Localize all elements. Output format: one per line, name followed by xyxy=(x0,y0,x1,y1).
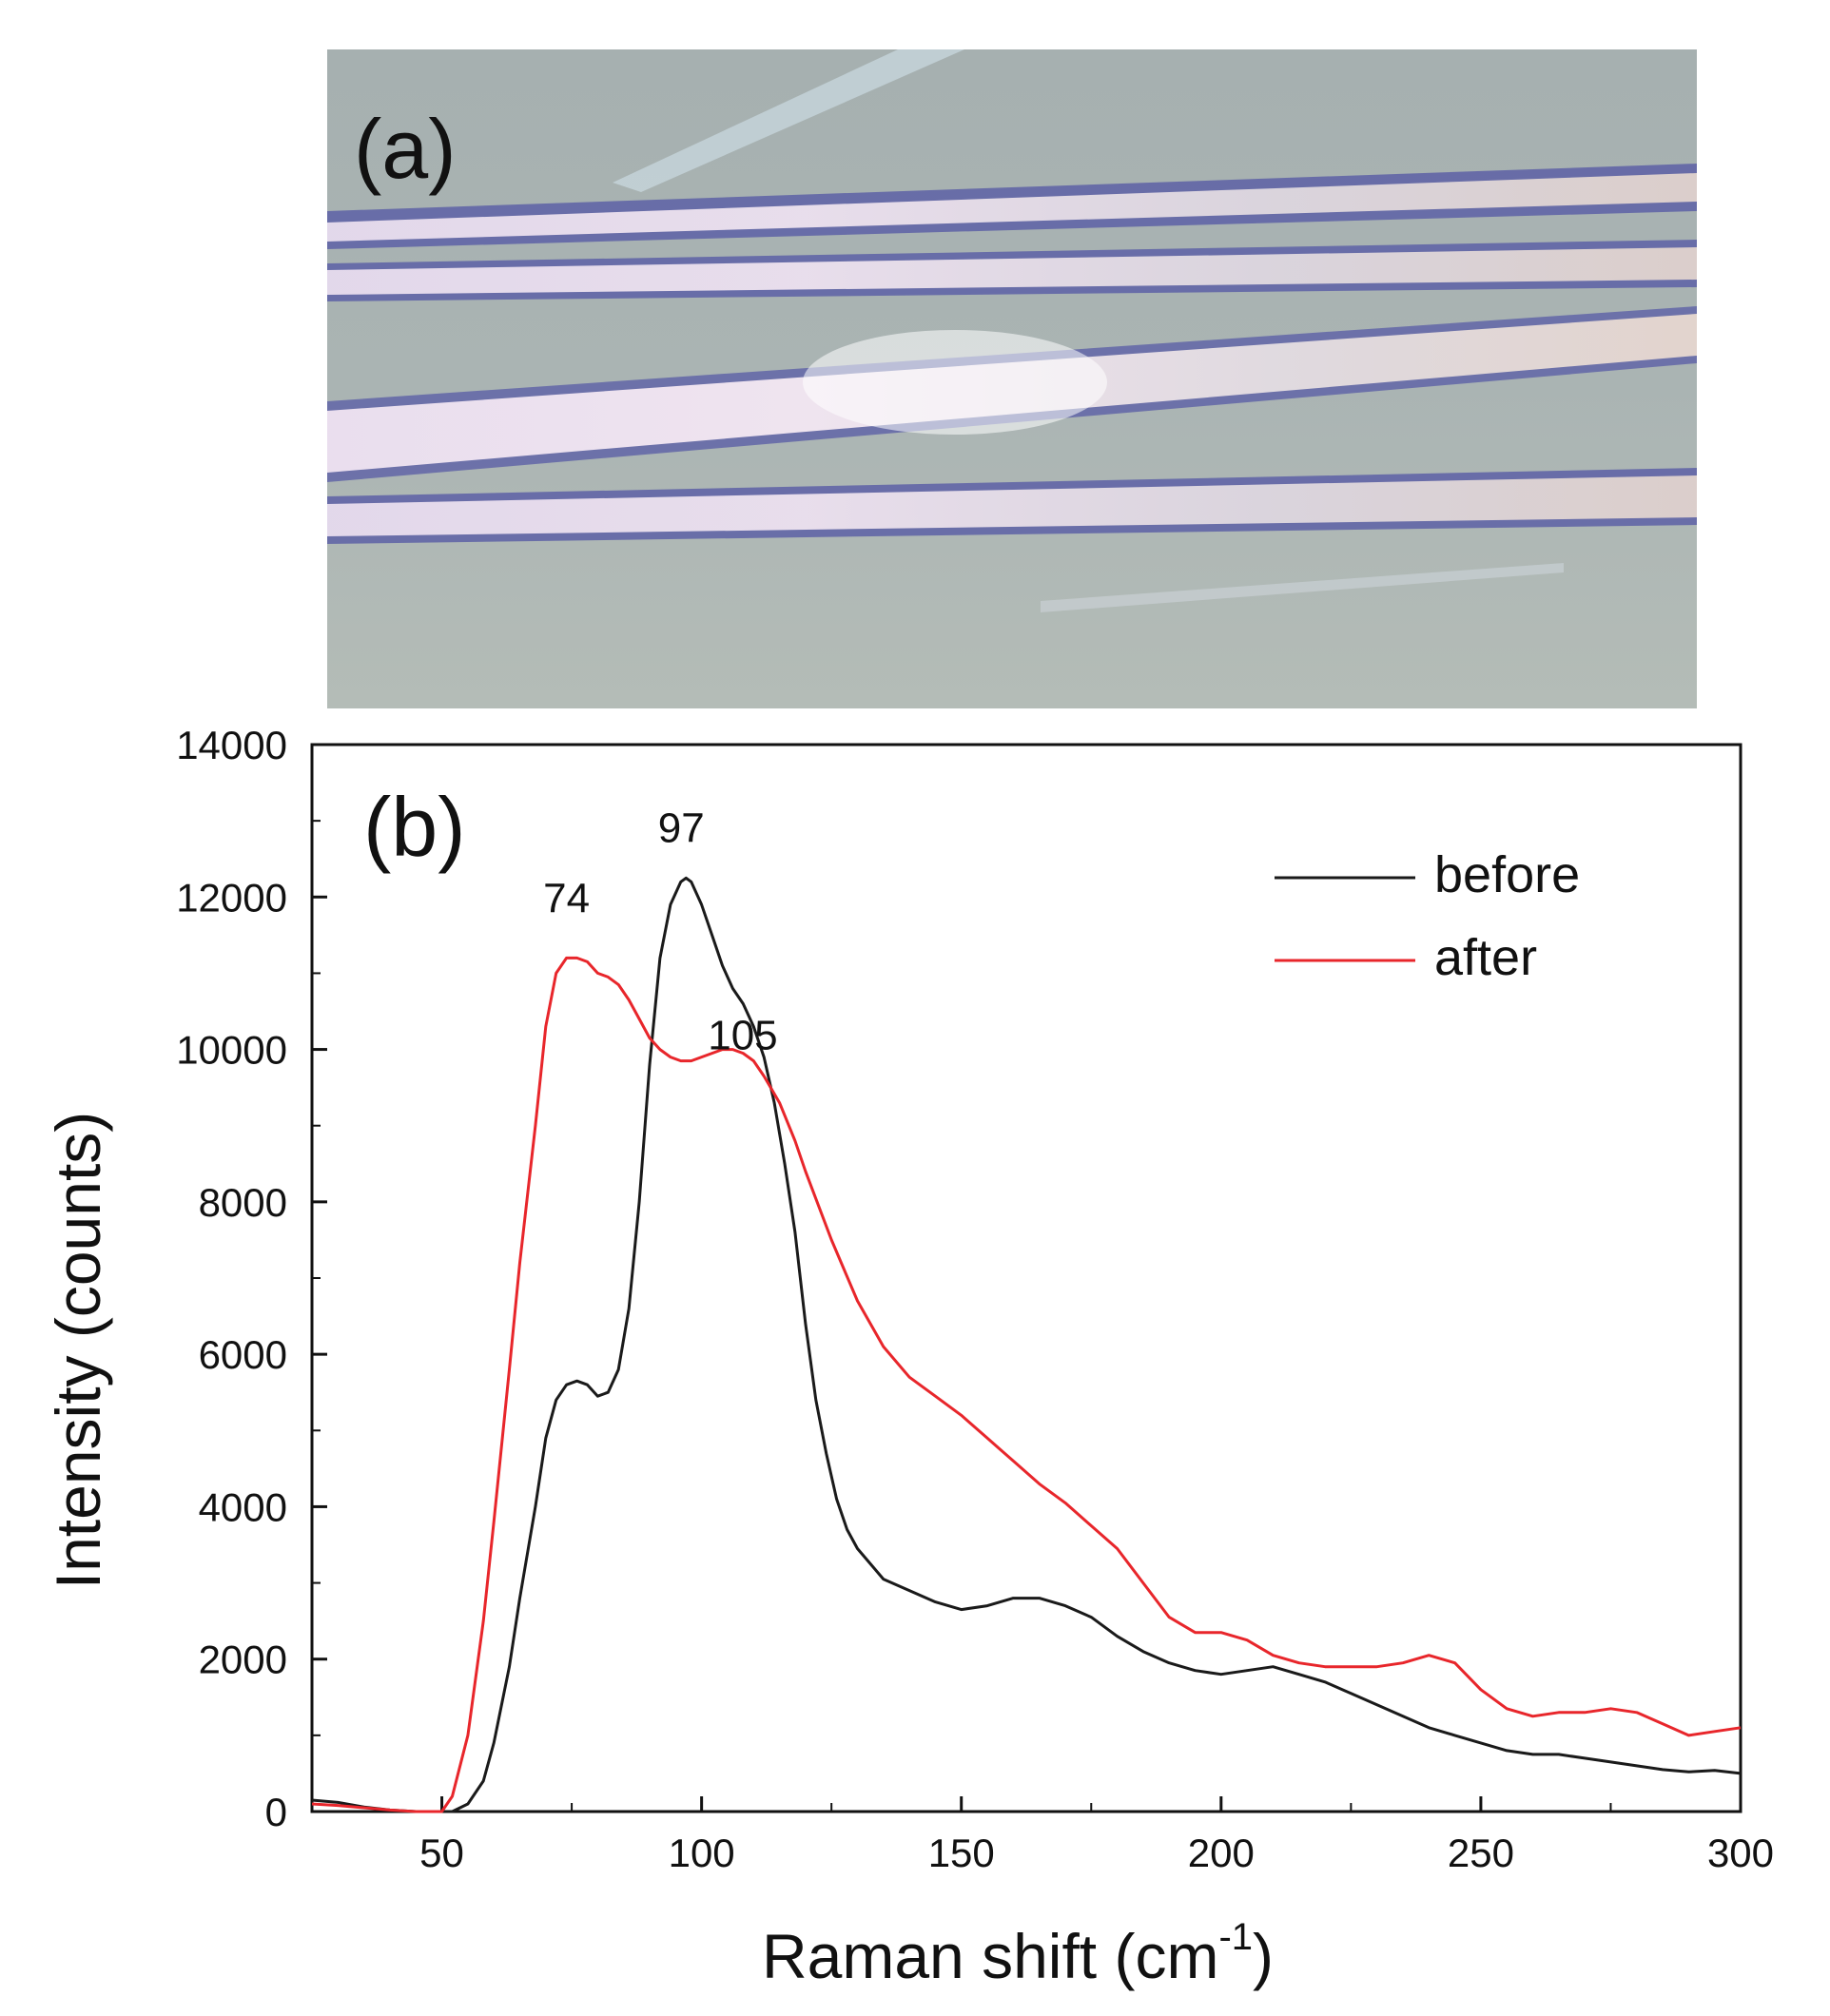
y-tick-label: 8000 xyxy=(199,1180,287,1225)
y-tick-label: 12000 xyxy=(176,875,287,920)
micrograph-stripe xyxy=(327,247,1697,295)
x-tick-label: 150 xyxy=(928,1831,995,1875)
legend-label-after: after xyxy=(1434,929,1537,986)
micrograph-streak xyxy=(1041,563,1564,612)
y-tick-label: 10000 xyxy=(176,1028,287,1073)
y-tick-label: 6000 xyxy=(199,1332,287,1377)
x-tick-label: 250 xyxy=(1448,1831,1514,1875)
peak-label-97: 97 xyxy=(658,804,705,851)
peak-label-74: 74 xyxy=(543,875,590,921)
y-axis-label: Intensity (counts) xyxy=(43,1112,113,1590)
plot-frame xyxy=(310,743,1742,1813)
series-line-after xyxy=(311,956,1742,1813)
panel-b-label: (b) xyxy=(363,780,466,874)
y-tick-label: 4000 xyxy=(199,1484,287,1529)
x-axis-label: Raman shift (cm-1) xyxy=(762,1916,1274,1991)
micrograph-image: (a) xyxy=(327,49,1697,708)
y-tick-label: 0 xyxy=(265,1790,287,1834)
x-tick-label: 100 xyxy=(669,1831,735,1875)
x-axis-label-tail: ) xyxy=(1253,1921,1274,1991)
panel-a-label: (a) xyxy=(354,102,457,196)
micrograph-streak xyxy=(613,49,964,192)
x-tick-label: 300 xyxy=(1707,1831,1774,1875)
legend: before after xyxy=(1275,846,1580,986)
micrograph-stripe xyxy=(327,475,1697,536)
y-tick-label: 2000 xyxy=(199,1638,287,1682)
x-tick-label: 50 xyxy=(419,1831,464,1875)
x-axis-label-superscript: -1 xyxy=(1218,1916,1253,1958)
legend-label-before: before xyxy=(1434,846,1580,903)
series-line-before xyxy=(311,876,1742,1813)
raman-chart: 50 100 150 200 250 300 0 2000 4000 6000 8000 10000 1… xyxy=(43,723,1774,1991)
y-tick-label: 14000 xyxy=(176,723,287,767)
peak-label-105: 105 xyxy=(708,1013,777,1059)
micrograph-glare xyxy=(803,330,1107,435)
micrograph-stripe xyxy=(327,173,1697,242)
x-axis-label-main: Raman shift (cm xyxy=(762,1921,1218,1991)
x-tick-label: 200 xyxy=(1188,1831,1255,1875)
